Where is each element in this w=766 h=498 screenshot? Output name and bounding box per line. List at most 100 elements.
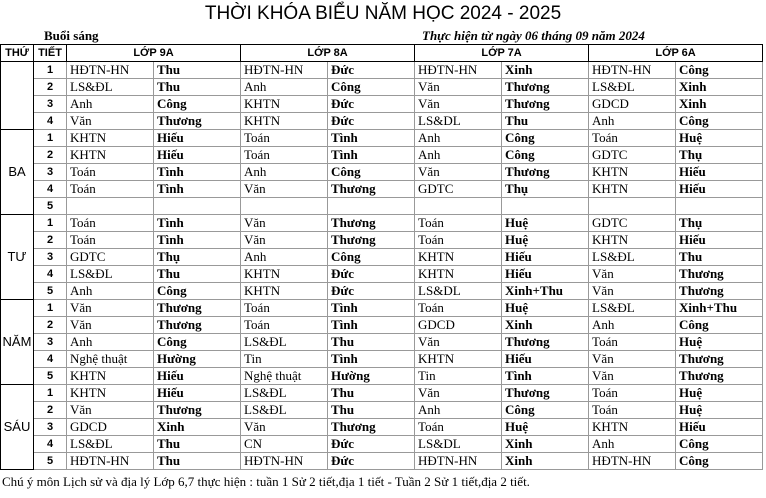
subject: KHTN	[240, 112, 329, 130]
subject: KHTN	[588, 231, 677, 249]
period-number: 5	[33, 452, 67, 470]
teacher: Tình	[152, 163, 242, 181]
period-row: SÁU 1 KHTN Hiếu LS&ĐL Thu Văn Thương Toán Huệ	[0, 384, 764, 470]
subject: LS&ĐL	[240, 401, 329, 419]
subject: Toán	[66, 214, 154, 232]
subject: KHTN	[240, 265, 329, 283]
subject: KHTN	[414, 248, 503, 266]
column-header: LỚP 6A	[588, 44, 764, 62]
teacher: Hiếu	[501, 265, 590, 283]
teacher: Thụ	[675, 146, 764, 164]
subject: Anh	[588, 316, 677, 334]
teacher: Xinh	[152, 418, 242, 436]
teacher: Đức	[327, 61, 416, 79]
teacher: Thương	[501, 78, 590, 96]
subject: Toán	[66, 163, 154, 181]
teacher: Hiếu	[152, 367, 242, 385]
teacher: Tình	[152, 180, 242, 198]
teacher: Thu	[501, 112, 590, 130]
column-header: LỚP 8A	[240, 44, 416, 62]
subject: GDTC	[66, 248, 154, 266]
teacher: Tình	[327, 146, 416, 164]
teacher: Công	[152, 333, 242, 351]
teacher: Thu	[675, 248, 764, 266]
subject: Văn	[240, 180, 329, 198]
empty-cell	[675, 197, 764, 215]
teacher: Thu	[152, 61, 242, 79]
period-row: 1 HĐTN-HN Thu HĐTN-HN Đức HĐTN-HN Xinh HĐTN-HN C…	[0, 61, 764, 130]
period-row: 4 Toán Tình Văn Thương GDTC Thụ KHTN Hiếu	[1, 180, 764, 198]
period-number: 3	[33, 163, 67, 181]
teacher: Đức	[327, 112, 416, 130]
subject: LS&DL	[414, 282, 503, 300]
subject: Anh	[66, 333, 154, 351]
day-label: TƯ	[0, 214, 34, 300]
period-number: 2	[33, 78, 67, 96]
subject: Văn	[66, 299, 154, 317]
teacher: Thu	[152, 78, 242, 96]
period-number: 1	[33, 61, 67, 79]
teacher: Huệ	[501, 299, 590, 317]
subject: Văn	[240, 231, 329, 249]
teacher: Thương	[152, 112, 242, 130]
subject: Toán	[240, 299, 329, 317]
period-row: 2 Toán Tình Văn Thương Toán Huệ KHTN Hiếu	[1, 231, 764, 249]
period-number: 4	[33, 265, 67, 283]
subject: Văn	[414, 78, 503, 96]
subject: Văn	[414, 163, 503, 181]
teacher: Xinh	[501, 316, 590, 334]
period-number: 1	[33, 129, 67, 147]
period-row: TƯ 1 Toán Tình Văn Thương Toán Huệ GDTC Thụ	[0, 214, 764, 300]
subject: Anh	[240, 163, 329, 181]
subject: Toán	[414, 418, 503, 436]
teacher: Đức	[327, 282, 416, 300]
subject: KHTN	[240, 95, 329, 113]
subject: Văn	[240, 214, 329, 232]
teacher: Huệ	[675, 333, 764, 351]
subject: Toán	[588, 129, 677, 147]
teacher: Thu	[327, 333, 416, 351]
subject: LS&ĐL	[588, 78, 677, 96]
teacher: Xinh	[675, 95, 764, 113]
subject: Nghệ thuật	[66, 350, 154, 368]
column-header: LỚP 9A	[65, 44, 242, 62]
teacher: Công	[675, 61, 764, 79]
period-row: 2 LS&ĐL Thu Anh Công Văn Thương LS&ĐL Xinh	[1, 78, 764, 96]
teacher: Thương	[675, 350, 764, 368]
subject: Toán	[588, 384, 677, 402]
teacher: Thu	[152, 435, 242, 453]
subheader: Buổi sáng Thực hiện từ ngày 06 tháng 09 …	[0, 26, 766, 44]
teacher: Thương	[327, 214, 416, 232]
subject: GDTC	[588, 146, 677, 164]
teacher: Công	[675, 112, 764, 130]
period-number: 3	[33, 418, 67, 436]
subject: Toán	[66, 231, 154, 249]
subject: HĐTN-HN	[66, 61, 154, 79]
subject: Văn	[414, 333, 503, 351]
header-row: THỨ TIẾT LỚP 9A LỚP 8A LỚP 7A LỚP 6A	[0, 44, 764, 62]
empty-cell	[588, 197, 677, 215]
subject: KHTN	[588, 418, 677, 436]
period-number: 5	[33, 367, 67, 385]
teacher: Thương	[675, 367, 764, 385]
teacher: Hiếu	[152, 129, 242, 147]
subject: Văn	[66, 316, 154, 334]
title: THỜI KHÓA BIỂU NĂM HỌC 2024 - 2025	[204, 3, 562, 24]
subject: KHTN	[588, 180, 677, 198]
period-row: 3 Anh Công LS&ĐL Thu Văn Thương Toán Huệ	[1, 333, 764, 351]
teacher: Huệ	[675, 401, 764, 419]
period-row: 3 GDCD Xinh Văn Thương Toán Huệ KHTN Hiếu	[1, 418, 764, 436]
teacher: Hiếu	[675, 231, 764, 249]
subject: KHTN	[66, 146, 154, 164]
teacher: Thương	[501, 95, 590, 113]
subject: Toán	[414, 231, 503, 249]
period-number: 2	[33, 231, 67, 249]
subject: HĐTN-HN	[240, 61, 329, 79]
teacher: Xinh	[675, 78, 764, 96]
teacher: Tình	[327, 316, 416, 334]
subject: Văn	[240, 418, 329, 436]
teacher: Huệ	[501, 418, 590, 436]
teacher: Đức	[327, 435, 416, 453]
subject: HĐTN-HN	[240, 452, 329, 470]
subject: Văn	[414, 95, 503, 113]
